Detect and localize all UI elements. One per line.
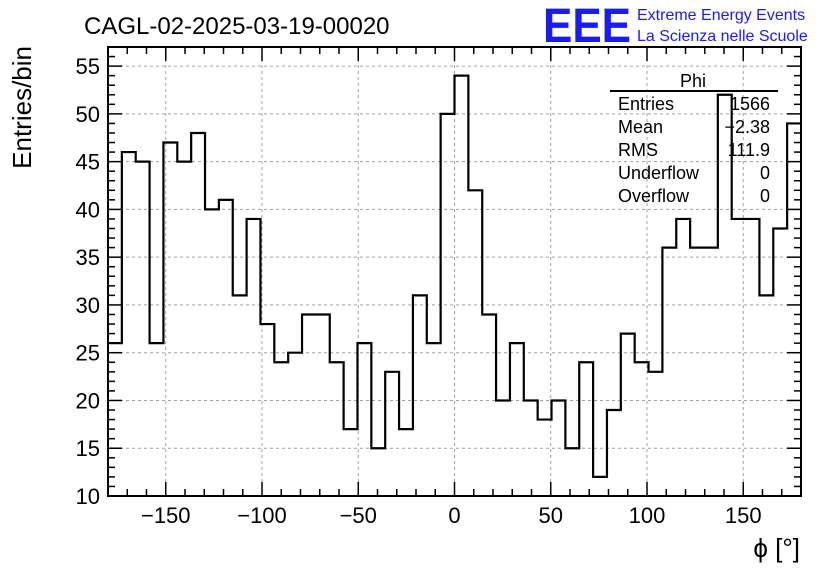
x-tick-label: −50 (340, 503, 377, 528)
y-axis-title: Entries/bin (7, 46, 37, 169)
histogram-bin-46 (746, 219, 760, 496)
histogram-bin-36 (607, 410, 621, 496)
histogram-bin-22 (413, 295, 427, 496)
stats-label: Entries (618, 94, 674, 114)
histogram-bin-2 (136, 162, 150, 496)
y-tick-label: 55 (76, 54, 100, 79)
eee-logo-mark: EEE (543, 0, 631, 53)
x-tick-label: 150 (725, 503, 762, 528)
stats-title: Phi (680, 71, 706, 91)
stats-value: 1566 (730, 94, 770, 114)
histogram-bin-5 (177, 162, 191, 496)
eee-logo-line2: La Scienza nelle Scuole (637, 28, 808, 45)
histogram-bin-15 (316, 314, 330, 496)
y-tick-label: 25 (76, 341, 100, 366)
y-tick-label: 10 (76, 484, 100, 509)
histogram-bin-20 (385, 372, 399, 496)
grid (108, 47, 801, 497)
histogram-bin-6 (191, 133, 205, 496)
histogram-bin-47 (759, 295, 773, 496)
stats-value: −2.38 (724, 117, 770, 137)
histogram-bin-11 (260, 324, 274, 496)
histogram-bin-12 (274, 362, 288, 496)
stats-box: Phi Entries 1566 Mean −2.38 RMS 111.9 Underflo… (610, 71, 778, 206)
histogram-bin-19 (371, 448, 385, 496)
histogram-bin-49 (787, 123, 801, 496)
histogram-bin-13 (288, 353, 302, 496)
stats-value: 111.9 (728, 140, 770, 160)
histogram-bin-8 (219, 200, 233, 496)
y-tick-label: 35 (76, 245, 100, 270)
histogram-bin-21 (399, 429, 413, 496)
histogram-bin-33 (565, 448, 579, 496)
histogram-series (108, 74, 801, 496)
histogram-bin-3 (150, 343, 164, 496)
histogram-bin-32 (552, 400, 566, 496)
histogram-bin-42 (690, 248, 704, 496)
histogram-bin-23 (427, 343, 441, 496)
tick-labels: −150 −100 −50 0 50 100 150 10 15 20 25 30 35 40 45 50 55 (76, 54, 762, 528)
y-tick-label: 30 (76, 293, 100, 318)
stats-value: 0 (760, 186, 770, 206)
x-tick-label: −100 (237, 503, 287, 528)
stats-value: 0 (760, 163, 770, 183)
histogram-bin-24 (441, 114, 455, 496)
histogram-bin-9 (233, 295, 247, 496)
histogram-bin-10 (247, 219, 261, 496)
stats-label: RMS (618, 140, 658, 160)
histogram-bin-17 (344, 429, 358, 496)
histogram-bin-27 (482, 314, 496, 496)
histogram-bin-34 (579, 362, 593, 496)
histogram-bin-40 (662, 248, 676, 496)
histogram-bin-39 (649, 372, 663, 496)
x-tick-label: 0 (448, 503, 460, 528)
histogram-bin-16 (330, 362, 344, 496)
histogram-bin-1 (122, 152, 136, 496)
histogram-bin-30 (524, 400, 538, 496)
stats-label: Underflow (618, 163, 700, 183)
axes (107, 46, 802, 497)
stats-label: Mean (618, 117, 663, 137)
histogram-bin-43 (704, 248, 718, 496)
chart-title: CAGL-02-2025-03-19-00020 (84, 13, 390, 40)
eee-logo: EEE Extreme Energy Events La Scienza nel… (543, 0, 808, 53)
x-tick-label: 50 (539, 503, 563, 528)
histogram-bin-4 (163, 143, 177, 496)
histogram-bin-7 (205, 209, 219, 496)
histogram-outline (108, 74, 801, 478)
x-tick-label: 100 (629, 503, 666, 528)
y-tick-label: 15 (76, 436, 100, 461)
histogram-bin-45 (732, 219, 746, 496)
histogram-bin-26 (468, 190, 482, 496)
histogram-bin-35 (593, 477, 607, 496)
histogram-bin-48 (773, 229, 787, 496)
eee-logo-line1: Extreme Energy Events (637, 7, 805, 24)
x-tick-label: −150 (141, 503, 191, 528)
y-tick-label: 50 (76, 102, 100, 127)
histogram-bin-18 (357, 343, 371, 496)
histogram-bin-29 (510, 343, 524, 496)
y-tick-label: 45 (76, 150, 100, 175)
y-tick-label: 20 (76, 388, 100, 413)
histogram-bin-37 (621, 334, 635, 496)
histogram-bin-31 (538, 420, 552, 496)
stats-label: Overflow (618, 186, 690, 206)
histogram-bin-41 (676, 219, 690, 496)
x-axis-title: ϕ [°] (753, 533, 800, 563)
histogram-bin-14 (302, 314, 316, 496)
histogram-bin-28 (496, 400, 510, 496)
y-tick-label: 40 (76, 197, 100, 222)
histogram-bin-25 (455, 76, 469, 496)
histogram-bin-38 (635, 362, 649, 496)
